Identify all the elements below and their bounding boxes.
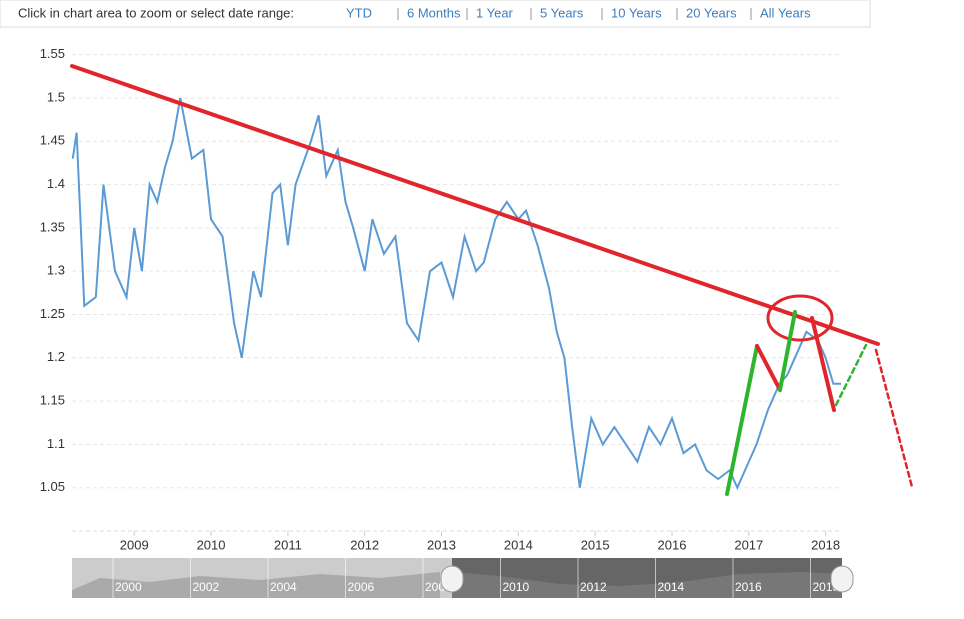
series-line (71, 97, 841, 491)
y-tick-label: 1.4 (47, 176, 65, 191)
toolbar-prompt: Click in chart area to zoom or select da… (18, 5, 294, 20)
range-button[interactable]: 20 Years (686, 5, 737, 20)
navigator-label: 2002 (193, 580, 220, 594)
annotations (70, 64, 914, 496)
navigator-label: 2016 (735, 580, 762, 594)
y-tick-label: 1.1 (47, 436, 65, 451)
y-tick-label: 1.3 (47, 263, 65, 278)
navigator-label: 2006 (348, 580, 375, 594)
x-tick-label: 2012 (350, 537, 379, 552)
navigator: 2000 2002 2004 2006 2008 2010 2012 2014 2016 2018 (72, 558, 854, 598)
y-tick-label: 1.5 (47, 89, 65, 104)
x-tick-label: 2014 (504, 537, 533, 552)
navigator-label: 2000 (115, 580, 142, 594)
y-tick-label: 1.35 (40, 219, 65, 234)
toolbar (0, 0, 871, 28)
range-button[interactable]: All Years (760, 5, 811, 20)
y-tick-label: 1.05 (40, 479, 65, 494)
highlight-circle (766, 294, 834, 342)
y-tick-label: 1.25 (40, 306, 65, 321)
range-button[interactable]: YTD (346, 5, 372, 20)
x-tick-label: 2010 (197, 537, 226, 552)
x-tick-label: 2016 (658, 537, 687, 552)
trend-line (70, 64, 880, 346)
down-leg (755, 344, 782, 392)
navigator-label: 2004 (270, 580, 297, 594)
up-leg (778, 310, 797, 392)
navigator-series (72, 572, 440, 598)
x-tick-label: 2017 (734, 537, 763, 552)
navigator-label: 2010 (503, 580, 530, 594)
x-tick-label: 2015 (581, 537, 610, 552)
y-tick-label: 1.45 (40, 133, 65, 148)
up-leg (725, 344, 759, 496)
x-tick-label: 2009 (120, 537, 149, 552)
y-tick-label: 1.2 (47, 349, 65, 364)
navigator-handle[interactable] (830, 565, 854, 593)
projection-up (834, 343, 868, 407)
range-button[interactable]: 5 Years (540, 5, 584, 20)
x-tick-label: 2018 (811, 537, 840, 552)
plot-area: 1.05 1.1 1.15 1.2 1.25 1.3 1.35 1.4 1.45 1.5 1.55 2… (40, 46, 841, 552)
y-tick-label: 1.55 (40, 46, 65, 61)
down-leg (810, 316, 836, 412)
navigator-label: 2014 (658, 580, 685, 594)
navigator-label: 2012 (580, 580, 607, 594)
projection-down (874, 348, 914, 489)
range-button[interactable]: 10 Years (611, 5, 662, 20)
navigator-series-selected (452, 572, 842, 598)
x-tick-label: 2011 (274, 537, 302, 552)
navigator-handle[interactable] (440, 565, 464, 593)
range-button[interactable]: 1 Year (476, 5, 514, 20)
x-tick-label: 2013 (427, 537, 456, 552)
y-tick-label: 1.15 (40, 393, 65, 408)
range-button[interactable]: 6 Months (407, 5, 461, 20)
